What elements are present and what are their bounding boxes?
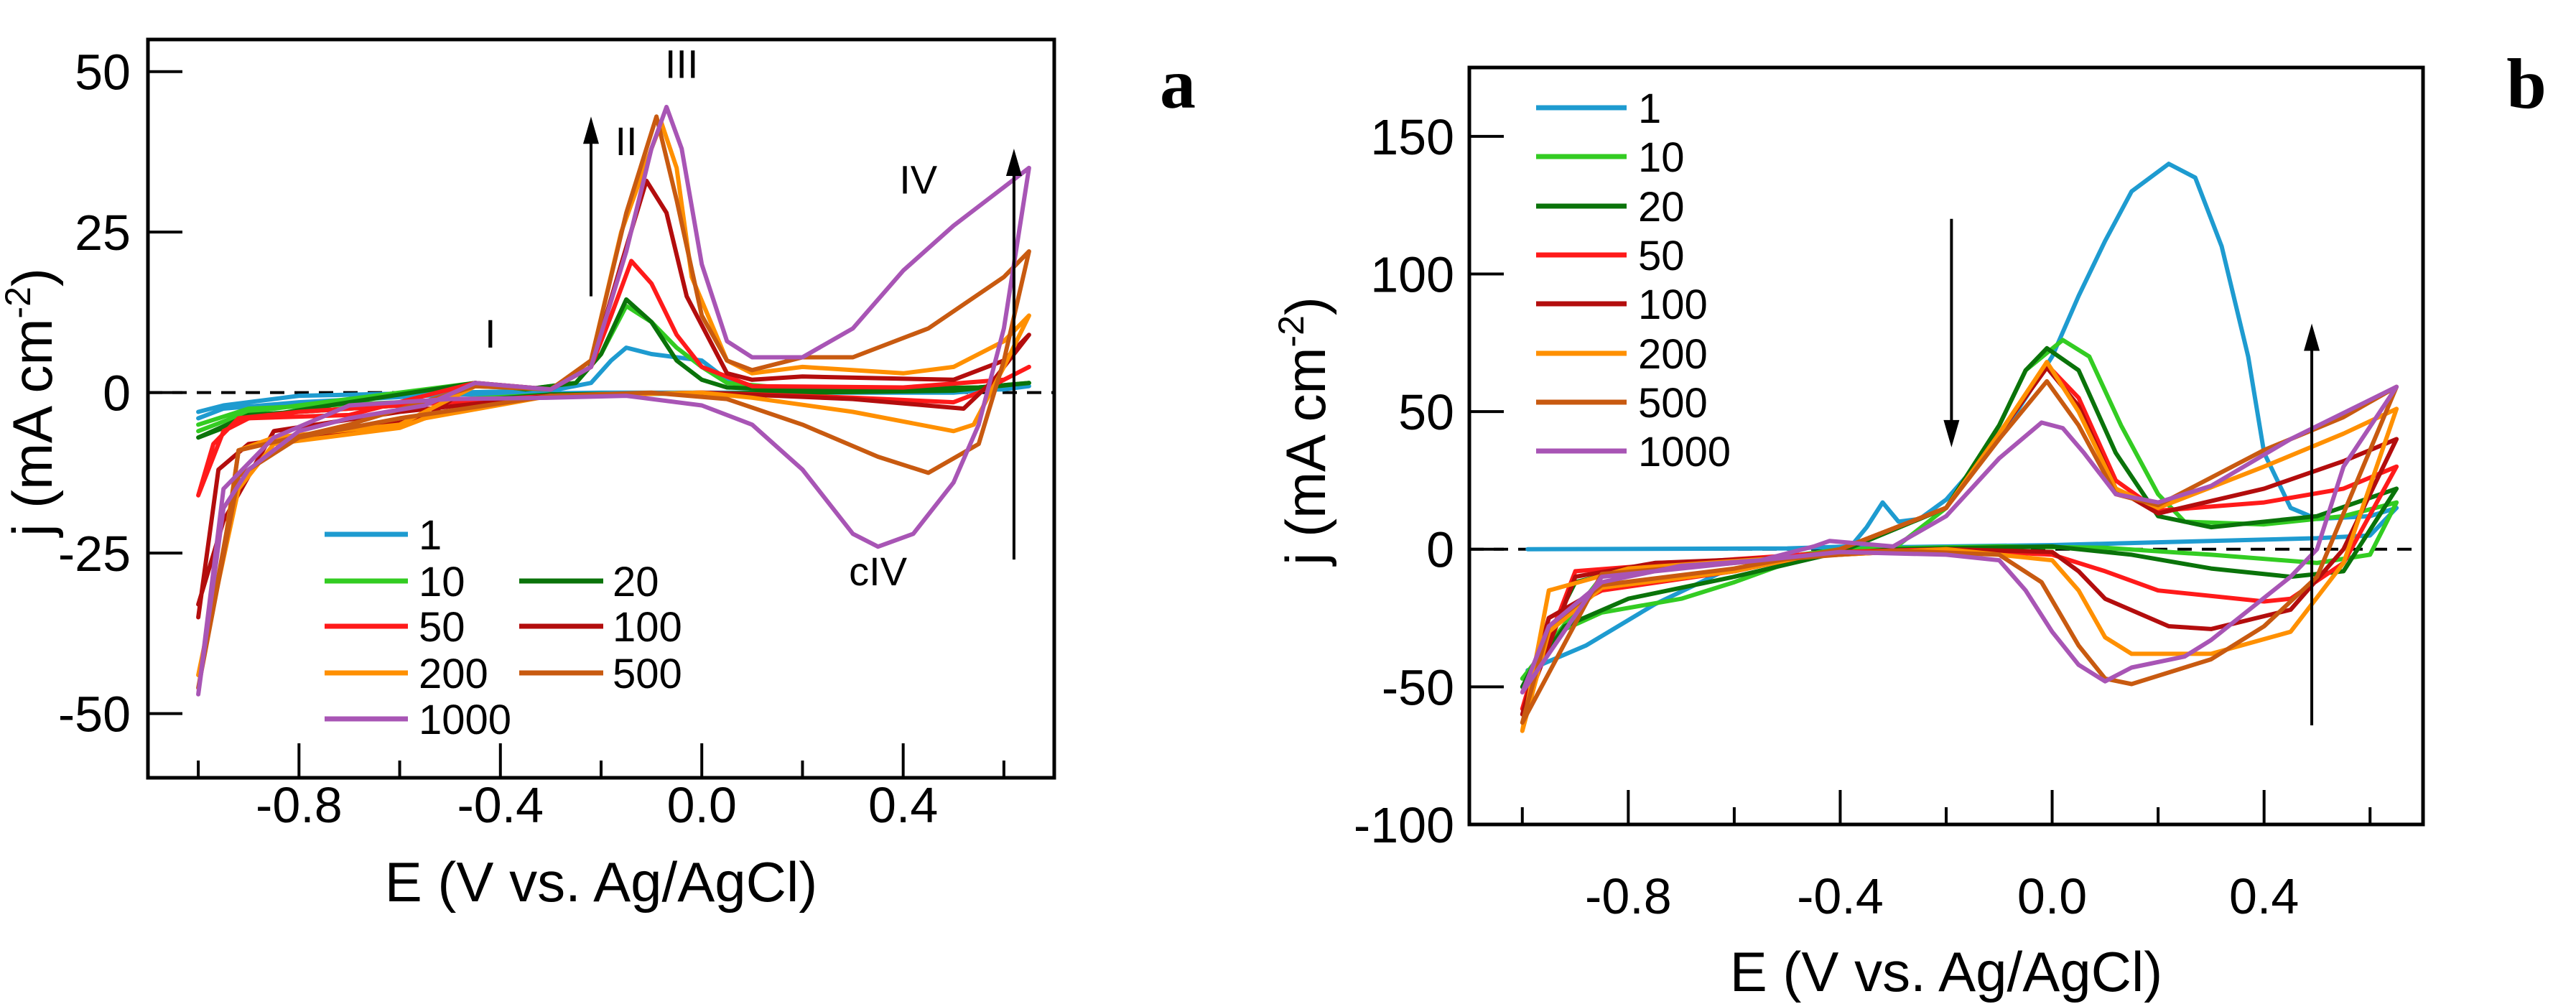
y-axis-title-superscript: -2 xyxy=(1271,315,1311,347)
x-axis-title: E (V vs. Ag/AgCl) xyxy=(385,850,818,914)
y-axis-title-main: j (mA cm xyxy=(1274,348,1337,567)
y-tick-label: 0 xyxy=(103,366,131,422)
legend-label-200: 200 xyxy=(419,651,488,697)
x-tick-label: -0.8 xyxy=(1585,868,1672,924)
trend-arrow-head-icon xyxy=(582,116,599,144)
x-tick-label: 0.0 xyxy=(667,777,737,833)
y-axis-title-end: ) xyxy=(1,268,64,287)
x-tick-label: 0.0 xyxy=(2017,868,2087,924)
annotation-label: III xyxy=(665,42,699,87)
trend-arrow-head-icon xyxy=(2304,323,2320,351)
x-tick-label: -0.8 xyxy=(256,777,343,833)
y-tick-label: 25 xyxy=(75,205,131,261)
panel-label: a xyxy=(1160,44,1196,124)
series-line-1000 xyxy=(1520,384,2399,694)
panel-label: b xyxy=(2506,44,2547,124)
y-tick-label: -25 xyxy=(58,526,131,582)
legend-label-10: 10 xyxy=(1638,134,1685,181)
x-tick-label: -0.4 xyxy=(457,777,544,833)
legend-label-500: 500 xyxy=(1638,380,1708,427)
y-axis-title: j (mA cm-2) xyxy=(0,268,64,538)
series-line-1000 xyxy=(196,104,1031,697)
legend-label-1000: 1000 xyxy=(419,697,511,743)
legend-label-10: 10 xyxy=(419,559,465,605)
legend-label-50: 50 xyxy=(1638,233,1685,279)
annotation-label: cIV xyxy=(849,549,908,594)
legend-label-200: 200 xyxy=(1638,331,1708,378)
y-axis-title-end: ) xyxy=(1274,297,1337,315)
x-axis-title: E (V vs. Ag/AgCl) xyxy=(1730,940,2163,1003)
y-axis-title-superscript: -2 xyxy=(0,287,38,318)
annotation-label: II xyxy=(615,118,637,164)
trend-arrow-head-icon xyxy=(1005,148,1022,176)
legend-label-100: 100 xyxy=(613,604,682,651)
y-tick-label: -100 xyxy=(1354,797,1454,853)
legend-label-20: 20 xyxy=(613,559,659,605)
annotation-label: I xyxy=(485,311,496,356)
y-tick-label: -50 xyxy=(1382,659,1454,715)
annotation-label: IV xyxy=(899,157,938,203)
legend-label-20: 20 xyxy=(1638,184,1685,231)
y-tick-label: -50 xyxy=(58,687,131,743)
y-tick-label: 50 xyxy=(1398,384,1454,440)
x-tick-label: -0.4 xyxy=(1797,868,1884,924)
legend-label-1000: 1000 xyxy=(1638,429,1731,475)
trend-arrow-head-icon xyxy=(1943,419,1960,447)
legend-label-50: 50 xyxy=(419,604,465,651)
x-tick-label: 0.4 xyxy=(2229,868,2299,924)
legend-label-1: 1 xyxy=(1638,85,1661,132)
x-tick-label: 0.4 xyxy=(868,777,938,833)
y-axis-title: j (mA cm-2) xyxy=(1271,297,1337,567)
legend-label-100: 100 xyxy=(1638,282,1708,328)
legend-label-1: 1 xyxy=(419,512,442,559)
series-line-1 xyxy=(1525,162,2399,552)
legend-label-500: 500 xyxy=(613,651,682,697)
y-tick-label: 0 xyxy=(1426,522,1454,578)
y-axis-title-main: j (mA cm xyxy=(1,319,64,538)
y-tick-label: 150 xyxy=(1370,109,1454,165)
y-tick-label: 50 xyxy=(75,45,131,101)
y-tick-label: 100 xyxy=(1370,246,1454,302)
